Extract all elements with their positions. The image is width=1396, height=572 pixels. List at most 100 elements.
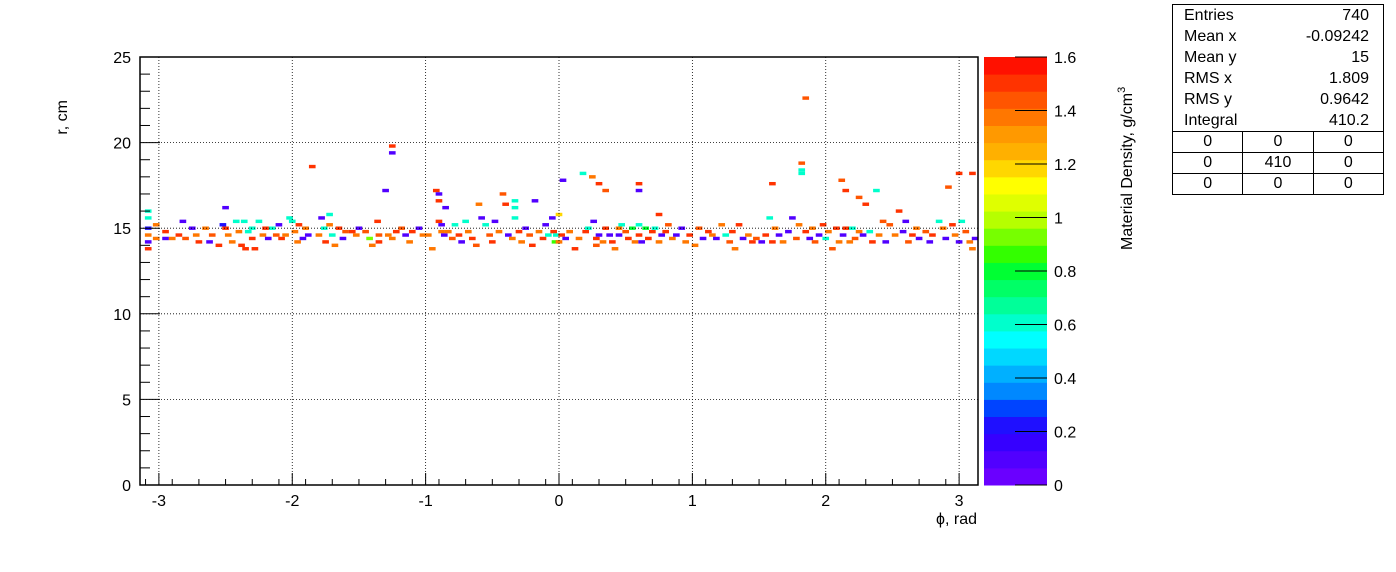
cell-183 <box>699 236 707 241</box>
cell-92 <box>438 229 445 234</box>
cell-140 <box>579 171 587 176</box>
cell-219 <box>822 236 830 241</box>
palette-band-11 <box>984 279 1047 298</box>
cell-76 <box>388 151 396 155</box>
cell-144 <box>590 219 598 224</box>
cell-201 <box>769 181 776 186</box>
cell-70 <box>374 219 381 224</box>
cell-36 <box>259 233 267 237</box>
cell-75 <box>388 236 396 241</box>
cell-62 <box>339 236 347 241</box>
cell-158 <box>622 229 630 234</box>
cell-106 <box>482 223 489 227</box>
cell-232 <box>855 229 863 234</box>
z-axis-title-superscript: 3 <box>1116 87 1128 93</box>
cell-78 <box>392 229 400 234</box>
cell-117 <box>511 216 519 220</box>
cell-254 <box>939 226 947 230</box>
cell-21 <box>219 223 227 227</box>
cell-221 <box>829 247 836 251</box>
stats-value: 15 <box>1351 49 1369 66</box>
cell-238 <box>875 233 883 237</box>
cell-211 <box>798 171 806 176</box>
palette-tick-label-8: 1.6 <box>1054 50 1076 67</box>
cell-241 <box>886 223 894 227</box>
cell-157 <box>618 223 626 227</box>
cell-261 <box>958 219 966 224</box>
cell-29 <box>240 219 248 224</box>
palette-band-4 <box>984 399 1047 418</box>
cell-43 <box>282 233 289 237</box>
cell-190 <box>729 229 736 234</box>
cell-178 <box>678 226 686 230</box>
cell-114 <box>508 236 516 241</box>
palette-band-15 <box>984 211 1047 229</box>
cell-101 <box>464 229 472 234</box>
cell-231 <box>855 195 863 200</box>
stats-row: RMS x 1.809 <box>1173 68 1383 89</box>
x-tick-label-0: -3 <box>152 493 166 510</box>
cell-191 <box>731 247 739 251</box>
cell-115 <box>511 199 519 203</box>
cell-52 <box>308 164 316 169</box>
stats-value: 0.9642 <box>1320 91 1369 108</box>
stats-row: RMS y 0.9642 <box>1173 89 1383 110</box>
cell-150 <box>602 188 610 193</box>
cell-154 <box>611 247 619 251</box>
cell-28 <box>238 243 245 248</box>
cell-58 <box>326 223 333 227</box>
cell-138 <box>571 247 579 251</box>
palette-tick-label-6: 1.2 <box>1054 157 1076 174</box>
cell-34 <box>251 247 259 251</box>
cell-156 <box>615 233 623 237</box>
cell-193 <box>739 236 747 241</box>
cell-169 <box>649 229 656 234</box>
cell-87 <box>432 188 440 193</box>
cell-54 <box>318 216 325 220</box>
cell-17 <box>202 226 209 230</box>
stats-value: 410.2 <box>1328 112 1369 129</box>
palette-band-17 <box>984 176 1047 195</box>
palette-band-3 <box>984 416 1047 435</box>
cell-14 <box>188 226 196 230</box>
cell-162 <box>635 223 643 227</box>
cell-216 <box>811 240 819 244</box>
stats-grid-cell: 0 <box>1173 174 1244 194</box>
cell-174 <box>662 229 670 234</box>
cell-44 <box>286 216 293 220</box>
cell-226 <box>842 188 850 193</box>
cell-121 <box>526 233 533 237</box>
cell-40 <box>272 233 280 237</box>
y-tick-label-3: 15 <box>113 221 131 238</box>
cell-153 <box>609 240 616 244</box>
x-tick-label-2: -1 <box>419 493 433 510</box>
cell-26 <box>232 219 240 224</box>
cell-71 <box>375 233 383 237</box>
cell-247 <box>909 233 916 237</box>
cell-20 <box>215 243 223 248</box>
cell-94 <box>442 205 449 210</box>
cell-9 <box>162 236 169 241</box>
cell-234 <box>862 202 870 206</box>
cell-165 <box>642 226 650 230</box>
y-tick-label-4: 20 <box>113 136 131 153</box>
cell-229 <box>849 226 856 230</box>
cell-185 <box>709 233 716 237</box>
cell-5 <box>144 247 152 251</box>
cell-104 <box>475 202 483 206</box>
cell-262 <box>962 229 970 234</box>
cell-131 <box>553 233 560 237</box>
axes: -3 -2 -1 0 1 2 3 0 5 10 15 20 25 <box>113 50 963 510</box>
cell-244 <box>899 229 907 234</box>
palette-band-5 <box>984 382 1047 400</box>
cell-110 <box>495 229 503 234</box>
cell-172 <box>655 212 663 217</box>
cell-57 <box>326 212 333 217</box>
cell-19 <box>208 233 216 237</box>
cell-208 <box>795 223 803 227</box>
stats-row: Integral 410.2 <box>1173 110 1383 131</box>
cell-248 <box>913 226 920 230</box>
stats-value: -0.09242 <box>1305 28 1369 45</box>
cell-242 <box>891 233 899 237</box>
